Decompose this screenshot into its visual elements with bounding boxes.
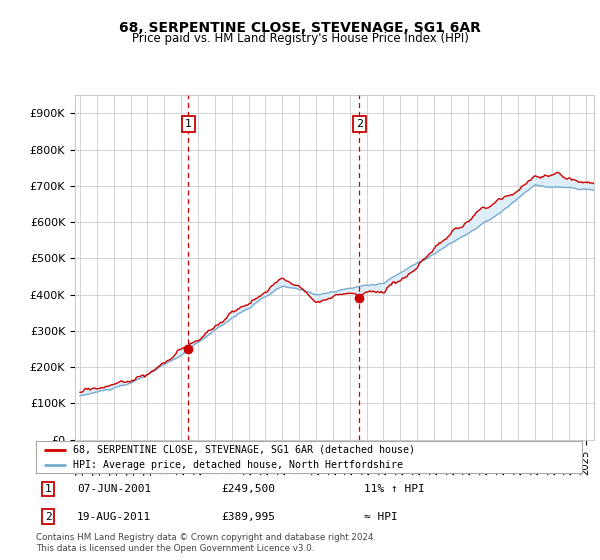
Text: 07-JUN-2001: 07-JUN-2001 <box>77 484 151 494</box>
Text: Contains HM Land Registry data © Crown copyright and database right 2024.
This d: Contains HM Land Registry data © Crown c… <box>36 533 376 553</box>
Text: 68, SERPENTINE CLOSE, STEVENAGE, SG1 6AR: 68, SERPENTINE CLOSE, STEVENAGE, SG1 6AR <box>119 21 481 35</box>
Text: Price paid vs. HM Land Registry's House Price Index (HPI): Price paid vs. HM Land Registry's House … <box>131 32 469 45</box>
Text: 19-AUG-2011: 19-AUG-2011 <box>77 512 151 522</box>
Text: 2: 2 <box>356 119 363 129</box>
Text: ≈ HPI: ≈ HPI <box>364 512 397 522</box>
Text: 2: 2 <box>44 512 52 522</box>
Text: 68, SERPENTINE CLOSE, STEVENAGE, SG1 6AR (detached house): 68, SERPENTINE CLOSE, STEVENAGE, SG1 6AR… <box>73 445 415 455</box>
Text: 1: 1 <box>185 119 191 129</box>
Text: 1: 1 <box>44 484 52 494</box>
Text: HPI: Average price, detached house, North Hertfordshire: HPI: Average price, detached house, Nort… <box>73 460 403 470</box>
Text: 11% ↑ HPI: 11% ↑ HPI <box>364 484 424 494</box>
Text: £389,995: £389,995 <box>221 512 275 522</box>
Text: £249,500: £249,500 <box>221 484 275 494</box>
